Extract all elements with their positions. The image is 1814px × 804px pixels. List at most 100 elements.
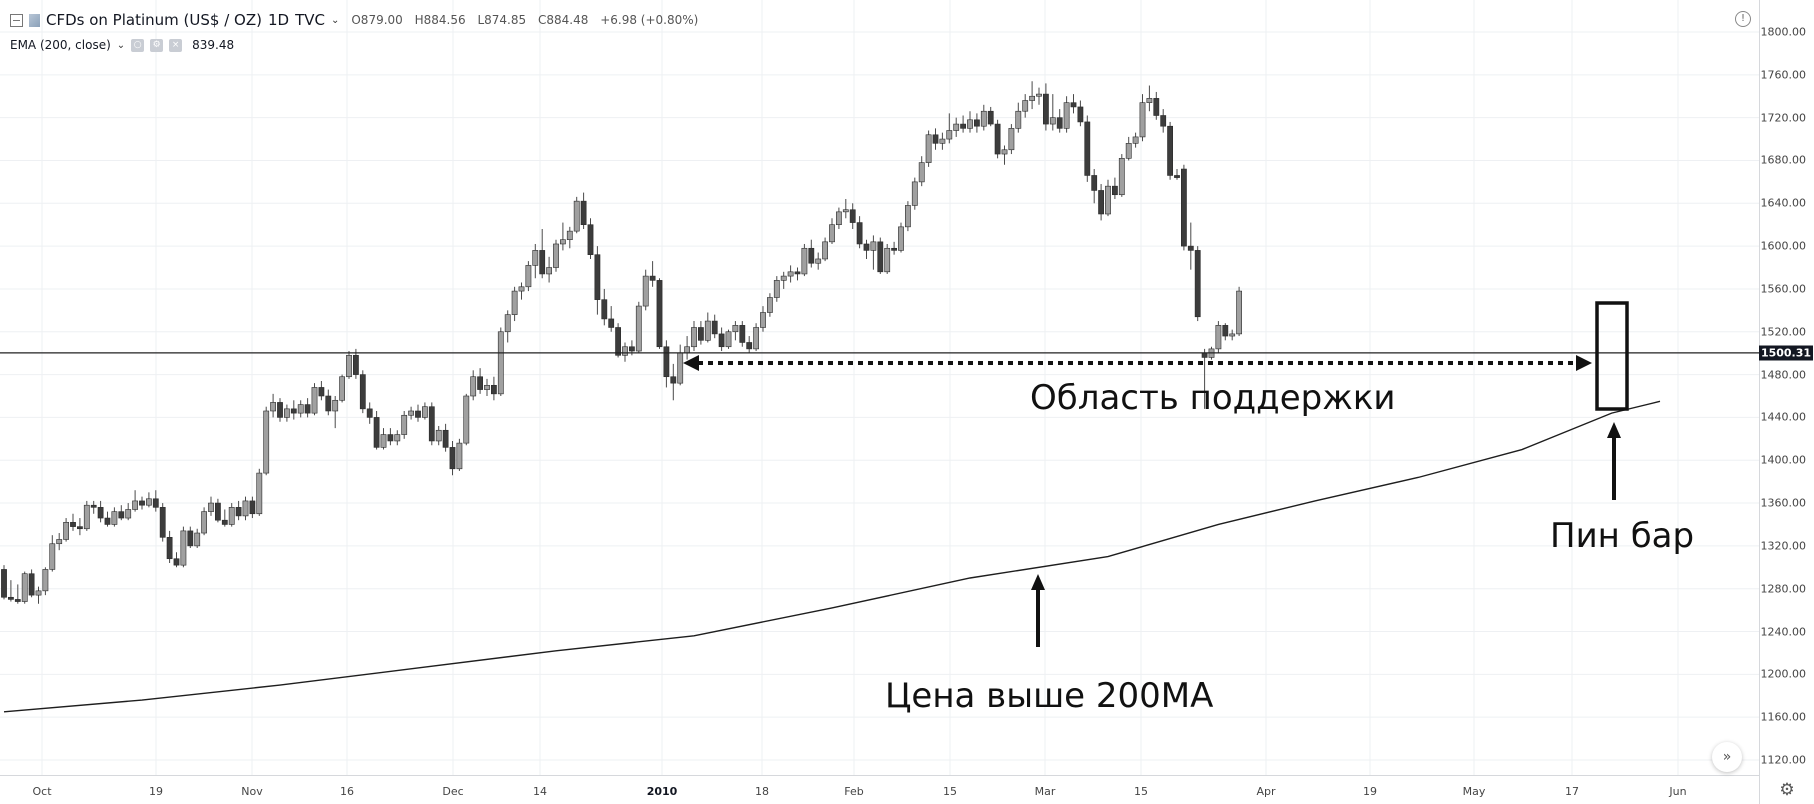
candle-body [580,200,587,226]
close-value: C884.48 [537,13,589,27]
candle [1112,177,1118,200]
symbol-name[interactable]: CFDs on Platinum (US$ / OZ) [46,11,262,29]
candle-body [1063,102,1070,129]
candle-body [539,250,546,275]
candle-body [753,327,759,350]
candle-body [1132,136,1139,144]
candle-body [132,500,138,510]
candle [587,218,594,259]
chevron-down-icon[interactable]: ⌄ [116,39,126,51]
eye-icon[interactable]: ○ [131,38,145,52]
candle [663,340,670,388]
candle [449,440,456,476]
collapse-icon[interactable] [10,13,23,27]
candle [649,261,656,287]
x-tick-label: 15 [1134,785,1148,798]
info-icon[interactable]: ! [1735,11,1751,27]
remove-icon[interactable]: × [169,38,183,52]
candle-body [318,387,325,397]
candle-body [70,522,76,527]
candle-body [1229,333,1236,337]
candle-body [863,243,870,251]
candle [194,528,201,549]
candle [877,237,884,274]
candle [801,243,808,277]
candle [408,406,414,420]
candle-body [118,511,125,519]
chevron-right-icon[interactable]: » [1712,742,1742,772]
candle-body [504,314,511,333]
candle-body [760,312,766,328]
candle-body [228,507,235,525]
candle [1070,94,1077,114]
x-tick-label: 2010 [646,785,678,798]
interval-label[interactable]: 1D [267,11,290,29]
candle-body [987,110,994,125]
candle [594,246,601,315]
candle-body [215,502,221,521]
candle [884,243,891,274]
candle [28,569,35,598]
x-tick-label: May [1462,785,1486,798]
candle [1015,102,1022,133]
candle-body [953,123,960,131]
candle [697,321,704,345]
candle [56,533,63,551]
candle [118,505,125,521]
candle-body [83,504,90,530]
settings-small-icon[interactable]: ⚙ [150,38,164,52]
candle-body [711,320,718,335]
candle-body [622,346,628,356]
candle-body [180,530,187,566]
candle-body [484,384,490,390]
grid [0,0,1759,775]
candle [380,428,387,450]
candle-body [649,275,656,281]
candle [980,104,987,131]
candle [1008,124,1015,155]
time-axis[interactable]: Oct 19 Nov 16 Dec 14 2010 18 Feb 15 Mar 15 Apr 19 May 1… [0,776,1760,804]
chevron-down-icon[interactable]: ⌄ [330,14,340,26]
candle [835,207,842,229]
candle [601,288,608,326]
candle [532,243,539,279]
candle-body [856,222,863,245]
candle-body [14,599,21,602]
x-tick-label: 14 [533,785,547,798]
price-axis[interactable]: 1800.00 1760.00 1720.00 1680.00 1640.00 1600.… [1760,0,1814,804]
indicator-label[interactable]: EMA (200, close) [10,38,111,52]
candle [518,282,525,300]
candle-body [146,498,152,506]
candle [159,503,166,542]
candle [677,344,684,386]
candle [201,507,207,536]
candle-body [1174,175,1180,178]
candle-body [835,211,842,226]
candle [77,518,83,536]
candle-body [635,305,642,352]
candle-body [139,500,145,506]
source-label[interactable]: TVC [295,11,325,29]
candle [490,376,497,401]
candle [83,500,90,531]
candle-body [187,530,194,547]
y-tick-label: 1800.00 [1760,25,1807,39]
candle [373,410,380,450]
candle-body [56,539,63,545]
candle [435,425,442,446]
candle-body [967,119,973,129]
candle-body [739,325,746,343]
candle [415,404,421,422]
candle [456,438,463,471]
candle-body [1153,98,1160,116]
x-tick-label: Nov [241,785,263,798]
y-tick-label: 1760.00 [1760,68,1807,82]
gear-icon[interactable]: ⚙ [1779,780,1795,800]
candle-body [960,123,966,129]
candle-body [815,258,822,264]
candle-body [1091,175,1098,191]
candle [1146,85,1153,112]
candle [63,518,69,542]
candle-body [421,406,428,418]
